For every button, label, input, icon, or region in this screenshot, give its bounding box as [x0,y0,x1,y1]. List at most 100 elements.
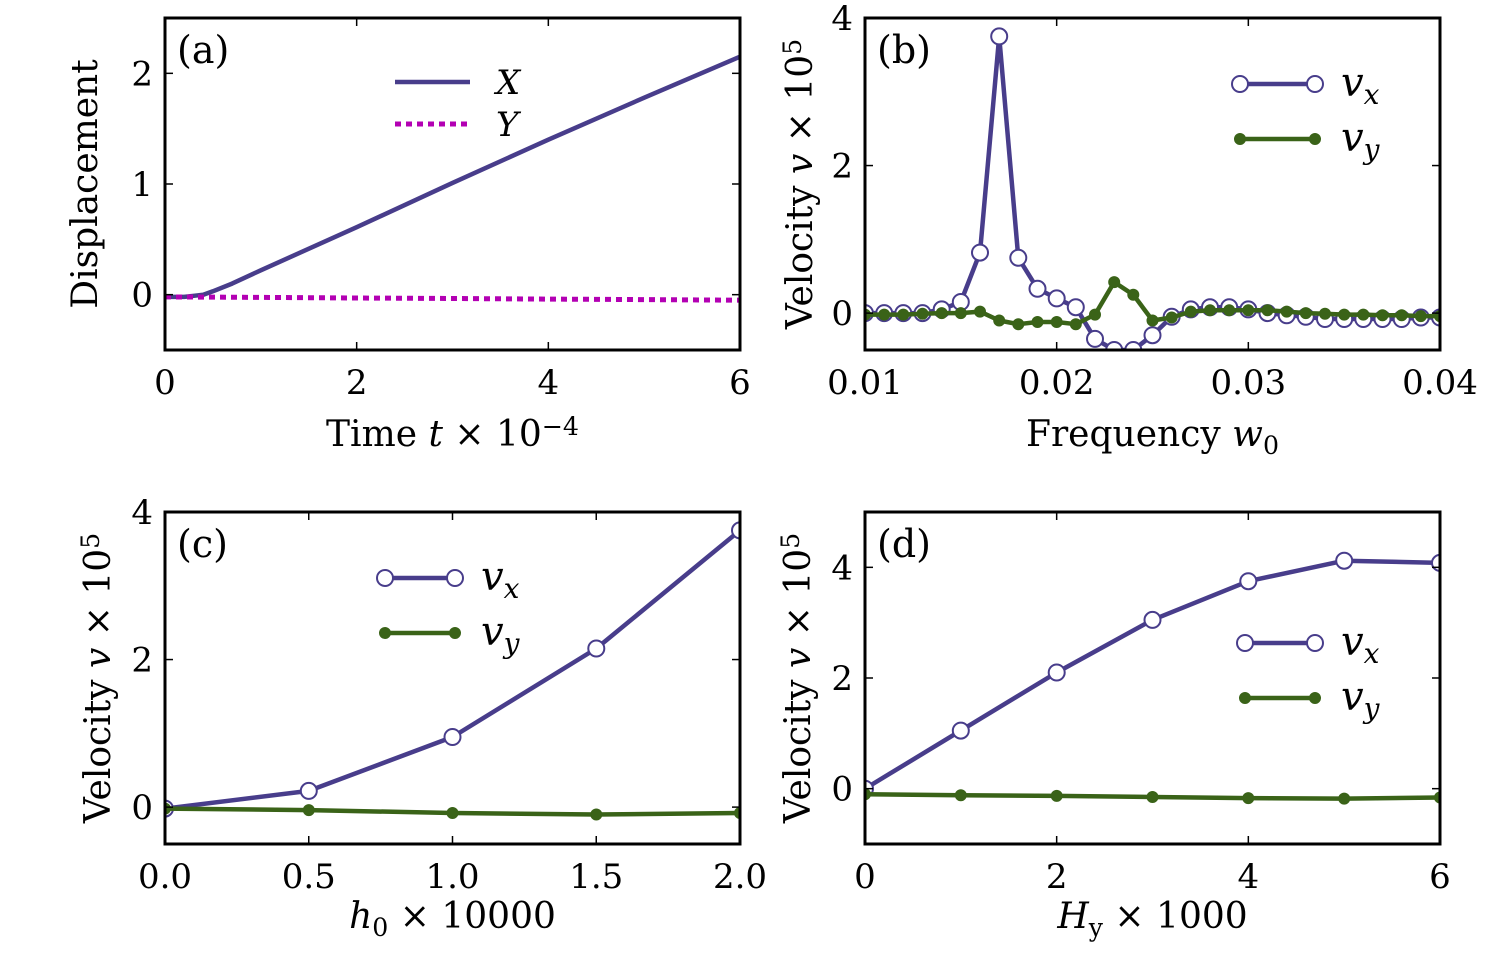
legend-label-vy: vy [481,609,521,660]
data-point-vy [1395,309,1408,322]
data-point-vy [1165,311,1178,324]
series-line-Y [165,294,740,303]
data-point-vx [1124,341,1143,350]
x-tick-label: 0.0 [138,857,192,897]
legend-label-vx: vx [481,554,520,605]
y-tick-label: 2 [131,54,153,94]
panel-c: 0.0 0.5 1.0 1.5 2.0 0 2 4 (c) h0 × 10000 Velocity … [76,493,767,942]
x-tick-label: 0.5 [282,857,336,897]
legend-marker-vx [1236,634,1254,652]
data-point-vy [1242,792,1255,805]
series-line-X [165,54,740,300]
x-tick-label: 2.0 [713,857,767,897]
data-point-vx [299,781,318,800]
x-tick-label: 0.02 [1019,363,1095,403]
series-Y [165,294,740,303]
y-tick-label: 0 [131,788,153,828]
data-point-vy [1338,792,1351,805]
data-point-vy [446,807,459,819]
data-point-vy [1050,316,1063,328]
panel-b: 0.01 0.02 0.03 0.04 0 2 4 (b) Frequency w0 Veloci… [778,0,1478,460]
series-vx [865,551,1440,798]
data-point-vy [1031,316,1044,328]
data-point-vy [1184,305,1197,318]
x-tick-label: 0.03 [1210,363,1286,403]
data-point-vx [971,243,989,262]
data-point-vx [951,721,970,740]
series-vy [865,276,1440,331]
data-point-vx [1047,289,1066,308]
panel-label: (c) [177,522,228,566]
x-axis-label: Frequency w0 [1026,414,1279,460]
data-point-vx [587,639,606,658]
data-point-vx [1239,572,1258,591]
series-vy [865,788,1440,805]
legend: XY [395,63,522,145]
x-tick-label: 6 [729,363,751,403]
legend-marker-vy [1309,133,1321,145]
data-point-vy [993,314,1006,327]
data-point-vy [1376,309,1389,322]
legend-label-vx: vx [1341,619,1380,670]
data-point-vy [897,308,910,321]
legend-marker-vx [1306,634,1324,652]
y-tick-label: 2 [831,659,853,699]
x-tick-label: 1.5 [569,857,623,897]
y-tick-label: 4 [831,548,853,588]
data-point-vy [916,307,929,320]
data-point-vy [974,305,986,318]
y-tick-label: 0 [831,294,853,334]
legend-label-X: X [493,63,522,103]
x-tick-label: 4 [538,363,560,403]
y-tick-label: 0 [131,276,153,316]
x-tick-label: 0 [154,363,176,403]
panel-label: (d) [877,522,931,566]
data-point-vx [731,521,740,540]
data-point-vx [1047,663,1066,682]
data-point-vx [1066,298,1085,317]
y-axis-label: Velocity v × 105 [76,533,119,824]
legend-marker-vy [1234,133,1246,145]
legend-marker-vx [1231,75,1249,93]
data-point-vx [1143,326,1162,345]
data-point-vy [590,808,603,821]
y-tick-label: 2 [131,641,153,681]
data-point-vy [1012,318,1025,331]
legend-label-vy: vy [1341,674,1381,725]
data-point-vy [954,789,967,802]
y-axis-label: Displacement [65,59,106,309]
data-point-vx [1028,279,1047,298]
data-point-vy [1319,307,1331,320]
data-point-vx [1009,248,1028,267]
legend-marker-vy [449,627,461,639]
data-point-vy [1338,308,1351,321]
data-point-vy [1069,318,1082,331]
data-point-vy [1223,304,1236,317]
x-tick-label: 2 [346,363,368,403]
y-tick-label: 1 [131,165,153,205]
data-point-vx [443,728,462,746]
data-point-vy [1204,304,1216,317]
data-point-vy [1050,789,1063,802]
legend-marker-vy [1309,692,1321,704]
plot-frame [863,16,1442,352]
data-point-vy [1280,305,1293,318]
y-tick-label: 2 [831,147,853,187]
data-point-vx [1335,551,1354,570]
data-point-vy [1261,304,1274,317]
legend-label-Y: Y [496,105,522,145]
y-axis-label: Velocity v × 105 [776,533,819,824]
data-point-vy [954,307,967,320]
x-tick-label: 0 [854,857,876,897]
data-point-vy [1146,791,1159,803]
series-vx [165,521,740,818]
panel-label: (a) [177,28,229,72]
data-point-vx [1086,329,1104,348]
x-tick-label: 6 [1429,857,1451,897]
data-point-vy [1357,308,1370,321]
data-point-vy [1108,276,1121,289]
series-vy [165,802,740,821]
